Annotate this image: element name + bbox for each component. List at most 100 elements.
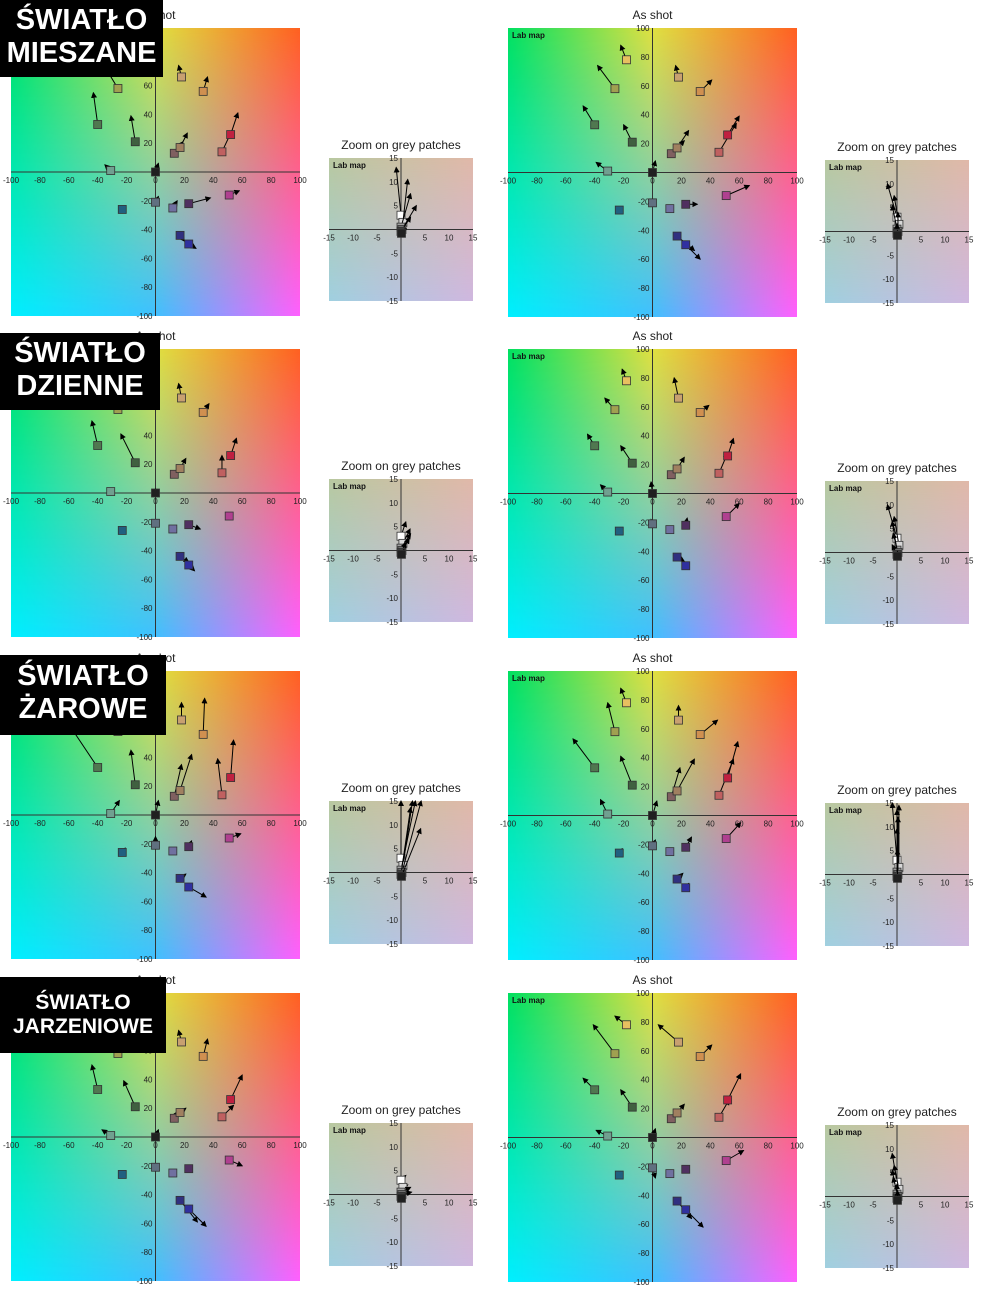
- x-tick-label: 80: [764, 498, 773, 507]
- color-patch: [151, 197, 160, 207]
- color-patch: [117, 205, 127, 214]
- color-patch: [184, 842, 194, 852]
- color-patch: [603, 809, 613, 819]
- zoom-grey-chart: -15 -15 -10 -10 -5 -5 5 5 10 10 15 15 Zoom on grey p…: [819, 783, 974, 951]
- color-patch: [666, 792, 676, 802]
- y-tick-label: 20: [641, 461, 650, 470]
- lab-map-label: Lab map: [333, 161, 366, 170]
- x-tick-label: 0: [153, 1141, 158, 1150]
- y-tick-label: 80: [641, 696, 650, 705]
- zoom-y-tick-label: -15: [386, 940, 398, 949]
- color-patch: [590, 441, 600, 451]
- x-tick-label: -60: [63, 1141, 75, 1150]
- zoom-x-tick-label: -10: [347, 1199, 359, 1208]
- grey-patch: [893, 230, 902, 240]
- color-patch: [93, 763, 103, 772]
- x-tick-label: 60: [238, 497, 247, 506]
- color-patch: [666, 149, 676, 159]
- lab-map-label: Lab map: [829, 163, 862, 172]
- color-patch: [217, 468, 227, 478]
- x-tick-label: -60: [560, 498, 572, 507]
- grey-patch: [893, 551, 902, 561]
- lighting-row-fluorescent: -100 -100 -80 -80 -60 -60 -40 -40 -20 -20 0 20 20 40 4…: [0, 965, 1000, 1287]
- color-patch: [175, 230, 185, 240]
- x-tick-label: -60: [560, 177, 572, 186]
- zoom-title: Zoom on grey patches: [837, 1105, 956, 1119]
- color-patch: [151, 1132, 160, 1142]
- color-patch: [603, 487, 613, 497]
- zoom-y-tick-label: 5: [394, 845, 399, 854]
- x-tick-label: -40: [589, 820, 601, 829]
- zoom-y-tick-label: 15: [885, 477, 894, 486]
- zoom-y-tick-label: 10: [885, 501, 894, 510]
- color-patch: [93, 441, 103, 450]
- zoom-x-tick-label: -15: [819, 879, 831, 888]
- y-tick-label: 80: [641, 53, 650, 62]
- color-patch: [130, 137, 140, 147]
- color-patch: [721, 191, 731, 201]
- row-label-line2: ŻAROWE: [18, 692, 148, 725]
- zoom-y-tick-label: -10: [882, 918, 894, 927]
- zoom-x-tick-label: 10: [445, 555, 454, 564]
- y-tick-label: -60: [141, 254, 153, 263]
- zoom-x-tick-label: -10: [843, 1201, 855, 1210]
- zoom-y-tick-label: 10: [389, 821, 398, 830]
- color-patch: [681, 842, 691, 852]
- lab-map-label: Lab map: [333, 1126, 366, 1135]
- color-patch: [681, 883, 691, 893]
- color-patch: [614, 1170, 624, 1180]
- color-patch: [648, 519, 657, 529]
- color-patch: [184, 520, 194, 530]
- color-patch: [627, 780, 637, 790]
- zoom-y-tick-label: -5: [887, 572, 895, 581]
- y-tick-label: 100: [636, 667, 650, 676]
- shift-arrow: [727, 740, 740, 779]
- x-tick-label: 100: [293, 1141, 307, 1150]
- color-patch: [168, 203, 178, 213]
- zoom-x-tick-label: -5: [869, 879, 877, 888]
- x-tick-label: 60: [735, 177, 744, 186]
- zoom-y-tick-label: 10: [885, 180, 894, 189]
- shift-arrow: [173, 763, 184, 797]
- color-patch: [590, 1085, 600, 1095]
- x-tick-label: 100: [790, 1142, 804, 1151]
- color-patch: [622, 1020, 631, 1030]
- zoom-x-tick-label: -15: [323, 1199, 335, 1208]
- color-patch: [151, 840, 160, 850]
- y-tick-label: 100: [636, 989, 650, 998]
- x-tick-label: 40: [209, 819, 218, 828]
- color-patch: [622, 376, 631, 386]
- zoom-y-tick-label: -15: [386, 618, 398, 627]
- color-patch: [175, 143, 185, 152]
- color-patch: [610, 405, 620, 415]
- color-patch: [610, 84, 620, 94]
- y-tick-label: -40: [141, 869, 153, 878]
- zoom-x-tick-label: 15: [965, 1201, 974, 1210]
- color-patch: [665, 204, 675, 214]
- zoom-x-tick-label: 10: [941, 557, 950, 566]
- x-tick-label: 80: [267, 176, 276, 185]
- y-tick-label: 20: [144, 1104, 153, 1113]
- color-patch: [226, 1095, 236, 1104]
- y-tick-label: -20: [638, 197, 650, 206]
- zoom-x-tick-label: 5: [919, 879, 924, 888]
- color-patch: [648, 168, 657, 177]
- lighting-row-mixed: -100 -100 -80 -80 -60 -60 -40 -40 -20 -20 0 20 20 40 4…: [0, 0, 1000, 322]
- x-tick-label: -100: [3, 176, 20, 185]
- y-tick-label: 40: [641, 754, 650, 763]
- zoom-title: Zoom on grey patches: [341, 138, 460, 152]
- y-tick-label: -100: [633, 313, 650, 322]
- y-tick-label: -80: [638, 1249, 650, 1258]
- lab-map-label: Lab map: [333, 482, 366, 491]
- zoom-title: Zoom on grey patches: [837, 461, 956, 475]
- x-tick-label: 40: [706, 498, 715, 507]
- y-tick-label: 60: [144, 82, 153, 91]
- color-patch: [603, 1131, 613, 1141]
- y-tick-label: -40: [141, 226, 153, 235]
- zoom-y-tick-label: -10: [882, 275, 894, 284]
- x-tick-label: -100: [3, 1141, 20, 1150]
- row-label-line1: ŚWIATŁO: [15, 4, 148, 36]
- zoom-y-tick-label: -15: [882, 620, 894, 629]
- x-tick-label: -80: [531, 177, 543, 186]
- color-patch: [130, 1102, 140, 1112]
